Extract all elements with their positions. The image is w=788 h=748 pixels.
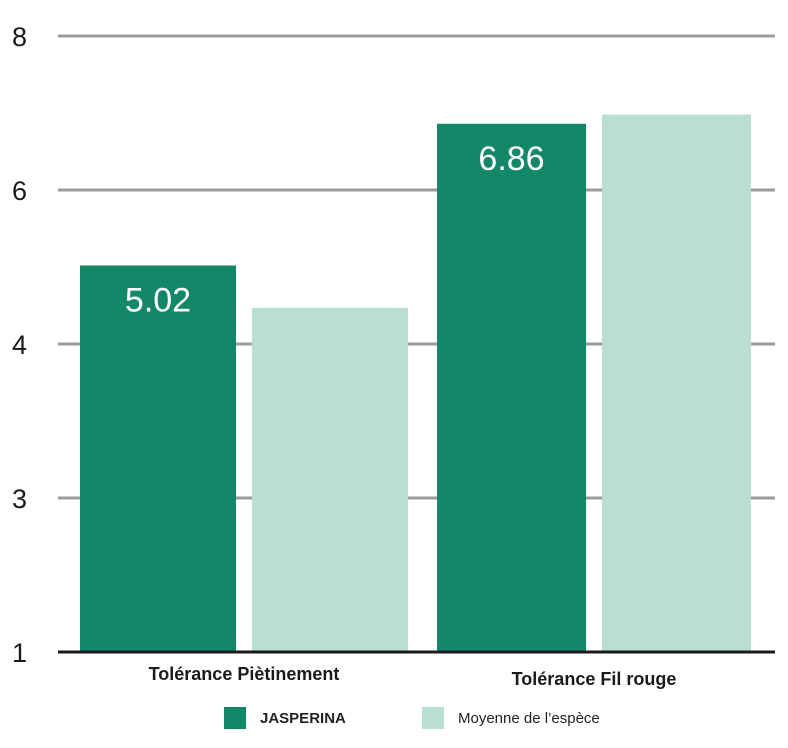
legend-item-jasperina: JASPERINA bbox=[224, 706, 346, 730]
bar bbox=[252, 307, 408, 652]
y-tick-label: 4 bbox=[12, 330, 27, 360]
y-tick-label: 1 bbox=[12, 638, 27, 668]
legend-swatch-moyenne bbox=[422, 707, 444, 729]
bar bbox=[437, 123, 586, 652]
y-tick-label: 6 bbox=[12, 176, 27, 206]
y-axis-ticks: 8 6 4 3 1 bbox=[12, 22, 27, 668]
bars: 5.02 6.86 bbox=[80, 114, 751, 653]
legend-swatch-jasperina bbox=[224, 707, 246, 729]
x-axis-ticks: Tolérance Piètinement Tolérance Fil rouge bbox=[149, 664, 677, 689]
y-tick-label: 8 bbox=[12, 22, 27, 52]
x-tick-label: Tolérance Piètinement bbox=[149, 664, 340, 684]
bar bbox=[602, 114, 751, 653]
legend-label-jasperina: JASPERINA bbox=[260, 709, 346, 727]
bar-value-label: 5.02 bbox=[125, 281, 191, 319]
legend-label-moyenne: Moyenne de l’espèce bbox=[458, 709, 600, 727]
bar bbox=[80, 265, 236, 652]
legend-item-moyenne: Moyenne de l’espèce bbox=[422, 706, 600, 730]
bar-value-label: 6.86 bbox=[478, 140, 544, 178]
x-tick-label: Tolérance Fil rouge bbox=[512, 669, 677, 689]
y-tick-label: 3 bbox=[12, 484, 27, 514]
